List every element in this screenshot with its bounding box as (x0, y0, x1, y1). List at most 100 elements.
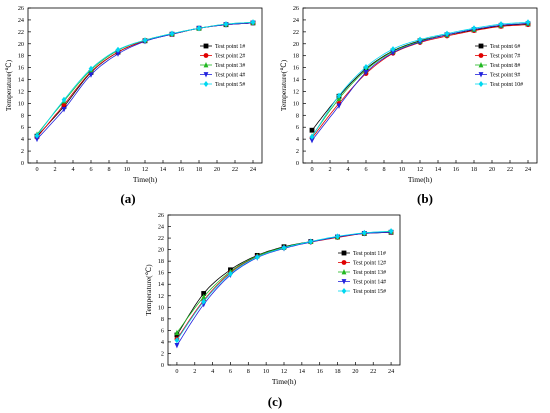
y-axis-label: Temperature(℃) (4, 59, 13, 111)
y-tick-label: 2 (21, 148, 24, 155)
y-tick-label: 20 (18, 41, 24, 48)
data-point (142, 37, 148, 44)
x-tick-label: 4 (211, 368, 214, 375)
x-tick-label: 12 (417, 166, 423, 173)
caption-a: (a) (120, 191, 136, 206)
legend-label: Test point 10# (490, 82, 523, 88)
legend-label: Test point 9# (490, 73, 520, 79)
y-tick-label: 10 (293, 100, 299, 107)
y-tick-label: 10 (158, 304, 164, 311)
data-point (34, 132, 40, 139)
chart-panel-c: 0 2 4 6 8 10 12 14 16 18 20 22 24 0 2 4 6 8 10 12 14 16 18 20 22… (138, 207, 413, 390)
x-axis-label: Time(h) (133, 175, 158, 184)
x-tick-label: 0 (310, 166, 313, 173)
x-axis-label: Time(h) (408, 175, 433, 184)
x-tick-label: 10 (399, 166, 405, 173)
y-tick-label: 12 (293, 88, 299, 95)
legend-marker (341, 279, 347, 285)
data-point (201, 293, 207, 300)
y-tick-label: 4 (296, 136, 299, 143)
data-point (201, 291, 207, 296)
y-axis-label: Temperature(℃) (279, 59, 288, 111)
data-point (61, 96, 67, 103)
y-tick-label: 18 (293, 53, 299, 60)
y-tick-label: 20 (293, 41, 299, 48)
x-tick-label: 8 (107, 166, 110, 173)
x-tick-label: 6 (229, 368, 232, 375)
data-point (250, 19, 256, 26)
y-tick-label: 26 (158, 212, 164, 219)
x-tick-label: 24 (388, 368, 394, 375)
data-point (169, 30, 175, 37)
chart-panel-b: 0 2 4 6 8 10 12 14 16 18 20 22 24 0 2 4 6 8 10 12 14 16 18 20 22… (275, 0, 550, 190)
y-tick-label: 8 (296, 112, 299, 119)
x-tick-label: 24 (250, 166, 256, 173)
x-tick-label: 0 (35, 166, 38, 173)
y-axis-label: Temperature(℃) (144, 264, 153, 316)
legend-label: Test point 8# (490, 63, 520, 69)
caption-b: (b) (417, 191, 433, 206)
x-tick-label: 24 (525, 166, 531, 173)
legend-marker (478, 53, 484, 58)
x-tick-label: 14 (299, 368, 305, 375)
y-tick-label: 8 (161, 316, 164, 323)
legend-label: Test point 7# (490, 54, 520, 60)
data-point (115, 46, 121, 53)
legend-label: Test point 13# (353, 270, 386, 276)
x-tick-label: 8 (382, 166, 385, 173)
x-tick-label: 12 (281, 368, 287, 375)
y-tick-label: 6 (161, 327, 164, 334)
y-tick-label: 26 (18, 5, 24, 12)
x-tick-label: 12 (142, 166, 148, 173)
x-tick-label: 2 (193, 368, 196, 375)
y-tick-label: 4 (161, 339, 164, 346)
y-tick-label: 16 (293, 65, 299, 72)
y-tick-label: 24 (293, 17, 299, 24)
y-tick-label: 4 (21, 136, 24, 143)
x-tick-label: 22 (370, 368, 376, 375)
y-tick-label: 10 (18, 100, 24, 107)
data-point (88, 65, 94, 72)
data-point (390, 50, 396, 56)
legend-label: Test point 3# (215, 63, 245, 69)
legend-marker (203, 62, 209, 68)
y-tick-label: 14 (158, 281, 164, 288)
y-tick-label: 18 (158, 258, 164, 265)
legend-marker (203, 81, 209, 87)
y-tick-label: 16 (158, 270, 164, 277)
x-tick-label: 10 (263, 368, 269, 375)
x-tick-label: 6 (89, 166, 92, 173)
y-tick-label: 26 (293, 5, 299, 12)
y-tick-label: 16 (18, 65, 24, 72)
y-tick-label: 2 (161, 350, 164, 357)
x-tick-label: 8 (247, 368, 250, 375)
legend-marker (478, 72, 484, 78)
legend-label: Test point 2# (215, 54, 245, 60)
y-tick-label: 6 (21, 124, 24, 131)
y-tick-label: 22 (293, 29, 299, 36)
x-tick-label: 6 (364, 166, 367, 173)
data-point (336, 103, 342, 109)
data-point (228, 270, 233, 277)
x-tick-label: 20 (489, 166, 495, 173)
x-tick-label: 4 (71, 166, 74, 173)
legend-label: Test point 6# (490, 44, 520, 50)
data-point (174, 342, 180, 349)
legend-marker (203, 72, 209, 78)
data-point (34, 136, 40, 143)
legend-marker (341, 269, 347, 275)
data-point (196, 25, 202, 32)
y-tick-label: 0 (161, 362, 164, 369)
legend-label: Test point 4# (215, 73, 245, 79)
x-tick-label: 22 (232, 166, 238, 173)
y-tick-label: 24 (18, 17, 24, 24)
y-tick-label: 0 (296, 160, 299, 167)
legend-marker (478, 81, 484, 87)
data-point (361, 229, 367, 236)
chart-b-svg: 0 2 4 6 8 10 12 14 16 18 20 22 240246810121416182022… (279, 5, 538, 184)
x-tick-label: 0 (175, 368, 178, 375)
data-point (174, 337, 180, 344)
y-tick-label: 20 (158, 247, 164, 254)
y-tick-label: 12 (18, 88, 24, 95)
legend-marker (341, 260, 347, 265)
